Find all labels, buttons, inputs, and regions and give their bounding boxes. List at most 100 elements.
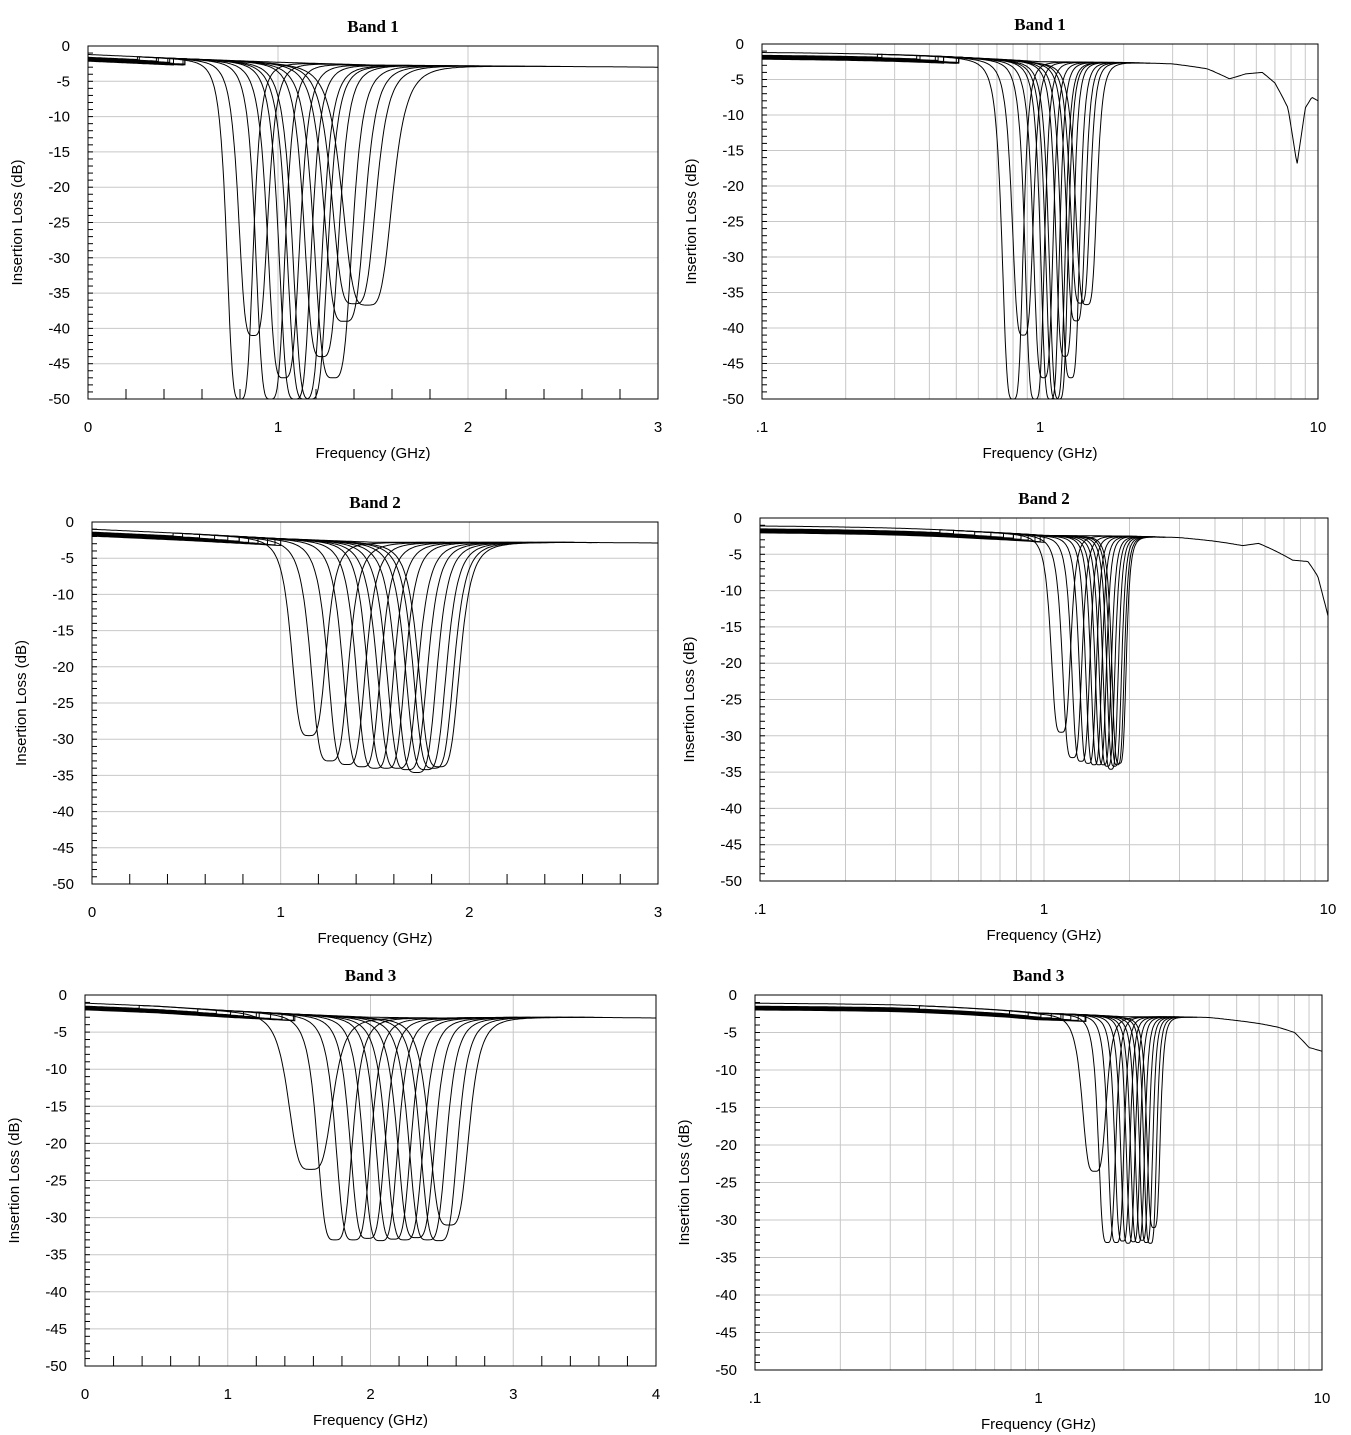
y-tick-label: -20	[720, 655, 742, 672]
x-tick-label: 1	[1034, 1390, 1042, 1407]
x-axis-label: Frequency (GHz)	[315, 445, 430, 462]
chart-title: Band 2	[349, 493, 401, 512]
y-tick-label: -40	[48, 320, 70, 337]
x-tick-label: 1	[276, 904, 284, 921]
y-tick-label: -15	[45, 1098, 67, 1115]
x-tick-label: 3	[654, 904, 662, 921]
y-tick-label: -35	[715, 1250, 737, 1267]
y-axis-label: Insertion Loss (dB)	[676, 1120, 693, 1246]
y-axis-label: Insertion Loss (dB)	[6, 1118, 23, 1244]
notch-series-12	[88, 57, 562, 306]
y-tick-label: -40	[722, 320, 744, 337]
notch-series-11	[755, 1009, 1198, 1228]
plot-frame	[87, 45, 659, 400]
x-tick-label: 0	[84, 419, 92, 436]
x-tick-label: 3	[509, 1386, 517, 1403]
plot-frame	[91, 521, 659, 885]
x-tick-label: 0	[88, 904, 96, 921]
plot-panel-1: 0 -5 -10 -15 -20 -25 -30 -35 -40 -45 -50 0 1 2 3 Band 1…	[9, 17, 662, 462]
y-tick-label: -30	[45, 1210, 67, 1227]
plot-frame	[759, 517, 1329, 882]
x-tick-label: 1	[274, 419, 282, 436]
plot-panel-2: 0 -5 -10 -15 -20 -25 -30 -35 -40 -45 -50 .1 1 10 Band …	[683, 15, 1326, 462]
plot-frame	[754, 994, 1323, 1371]
y-tick-label: -5	[729, 546, 742, 563]
y-tick-label: -30	[720, 728, 742, 745]
y-tick-label: 0	[734, 510, 742, 527]
x-axis-label: Frequency (GHz)	[313, 1412, 428, 1429]
y-tick-label: -5	[54, 1024, 67, 1041]
x-tick-label: 10	[1314, 1390, 1331, 1407]
chart-title: Band 2	[1018, 489, 1070, 508]
chart-title: Band 3	[345, 966, 397, 985]
plot-panel-5: 0 -5 -10 -15 -20 -25 -30 -35 -40 -45 -50 0 1 2 3 4 Band …	[6, 966, 660, 1429]
y-tick-label: -15	[52, 623, 74, 640]
y-tick-label: -15	[48, 144, 70, 161]
y-tick-label: -5	[57, 73, 70, 90]
y-tick-label: -35	[52, 767, 74, 784]
plot-frame	[761, 43, 1319, 400]
y-tick-label: -25	[722, 214, 744, 231]
x-tick-label: 1	[224, 1386, 232, 1403]
chart-title: Band 1	[1014, 15, 1066, 34]
y-tick-label: -50	[722, 391, 744, 408]
chart-title: Band 1	[347, 17, 399, 36]
x-axis-label: Frequency (GHz)	[317, 930, 432, 947]
plot-panel-6: 0 -5 -10 -15 -20 -25 -30 -35 -40 -45 -50 .1 1 10 Band …	[676, 966, 1330, 1433]
y-tick-label: -15	[722, 143, 744, 160]
y-tick-label: 0	[729, 987, 737, 1004]
y-tick-label: -20	[715, 1137, 737, 1154]
y-axis-label: Insertion Loss (dB)	[9, 160, 26, 286]
y-tick-label: -40	[715, 1287, 737, 1304]
y-tick-label: -45	[48, 356, 70, 373]
y-axis-label: Insertion Loss (dB)	[681, 637, 698, 763]
plot-panel-4: 0 -5 -10 -15 -20 -25 -30 -35 -40 -45 -50 .1 1 10 Band …	[681, 489, 1336, 944]
notch-series-12	[760, 532, 1166, 764]
y-tick-label: -40	[45, 1284, 67, 1301]
x-tick-label: 10	[1320, 901, 1337, 918]
x-tick-label: 2	[366, 1386, 374, 1403]
y-tick-label: -5	[731, 72, 744, 89]
y-tick-label: -50	[715, 1362, 737, 1379]
notch-series-11	[84, 1009, 604, 1226]
y-tick-label: -30	[715, 1212, 737, 1229]
y-tick-label: 0	[59, 987, 67, 1004]
y-tick-label: -5	[61, 550, 74, 567]
y-tick-label: -25	[715, 1175, 737, 1192]
y-axis-label: Insertion Loss (dB)	[683, 159, 700, 285]
y-tick-label: -10	[715, 1062, 737, 1079]
x-tick-label: 1	[1040, 901, 1048, 918]
y-tick-label: -30	[722, 249, 744, 266]
x-axis-label: Frequency (GHz)	[981, 1416, 1096, 1433]
x-tick-label: .1	[756, 419, 769, 436]
y-tick-label: 0	[62, 38, 70, 55]
y-tick-label: -45	[720, 837, 742, 854]
x-tick-label: .1	[749, 1390, 762, 1407]
y-tick-label: -50	[48, 391, 70, 408]
y-tick-label: -30	[52, 731, 74, 748]
y-tick-label: -35	[720, 764, 742, 781]
x-tick-label: 4	[652, 1386, 660, 1403]
y-tick-label: 0	[736, 36, 744, 53]
y-tick-label: -10	[720, 583, 742, 600]
x-tick-label: 2	[465, 904, 473, 921]
x-tick-label: 0	[81, 1386, 89, 1403]
y-tick-label: -10	[52, 586, 74, 603]
y-tick-label: -35	[48, 285, 70, 302]
y-tick-label: -45	[45, 1321, 67, 1338]
y-axis-label: Insertion Loss (dB)	[13, 640, 30, 766]
y-tick-label: -10	[722, 107, 744, 124]
y-tick-label: -35	[722, 285, 744, 302]
notch-series-12	[91, 535, 598, 768]
y-tick-label: -25	[45, 1173, 67, 1190]
y-tick-label: -40	[720, 800, 742, 817]
y-tick-label: -25	[720, 692, 742, 709]
x-axis-label: Frequency (GHz)	[982, 445, 1097, 462]
x-tick-label: 10	[1310, 419, 1327, 436]
y-tick-label: -20	[52, 659, 74, 676]
y-tick-label: -5	[724, 1025, 737, 1042]
y-tick-label: -15	[720, 619, 742, 636]
x-tick-label: 3	[654, 419, 662, 436]
x-tick-label: .1	[754, 901, 767, 918]
